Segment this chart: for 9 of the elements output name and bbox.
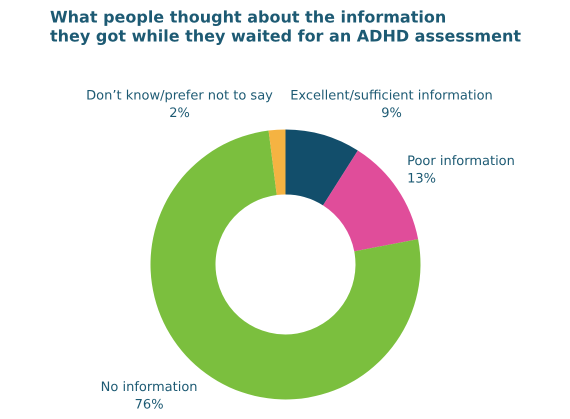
data-label: 9%: [381, 106, 402, 122]
slice-label: Poor information: [407, 154, 515, 169]
slice-label: No information: [100, 380, 198, 395]
data-label: 76%: [134, 397, 164, 412]
data-label: 13%: [407, 172, 436, 187]
slice-label: Don’t know/prefer not to say: [86, 88, 274, 104]
chart-title: What people thought about the information they got while they waited for an ADHD assessment: [50, 8, 522, 46]
data-label: 2%: [169, 106, 190, 122]
slice-label: Excellent/sufficient information: [290, 88, 493, 104]
